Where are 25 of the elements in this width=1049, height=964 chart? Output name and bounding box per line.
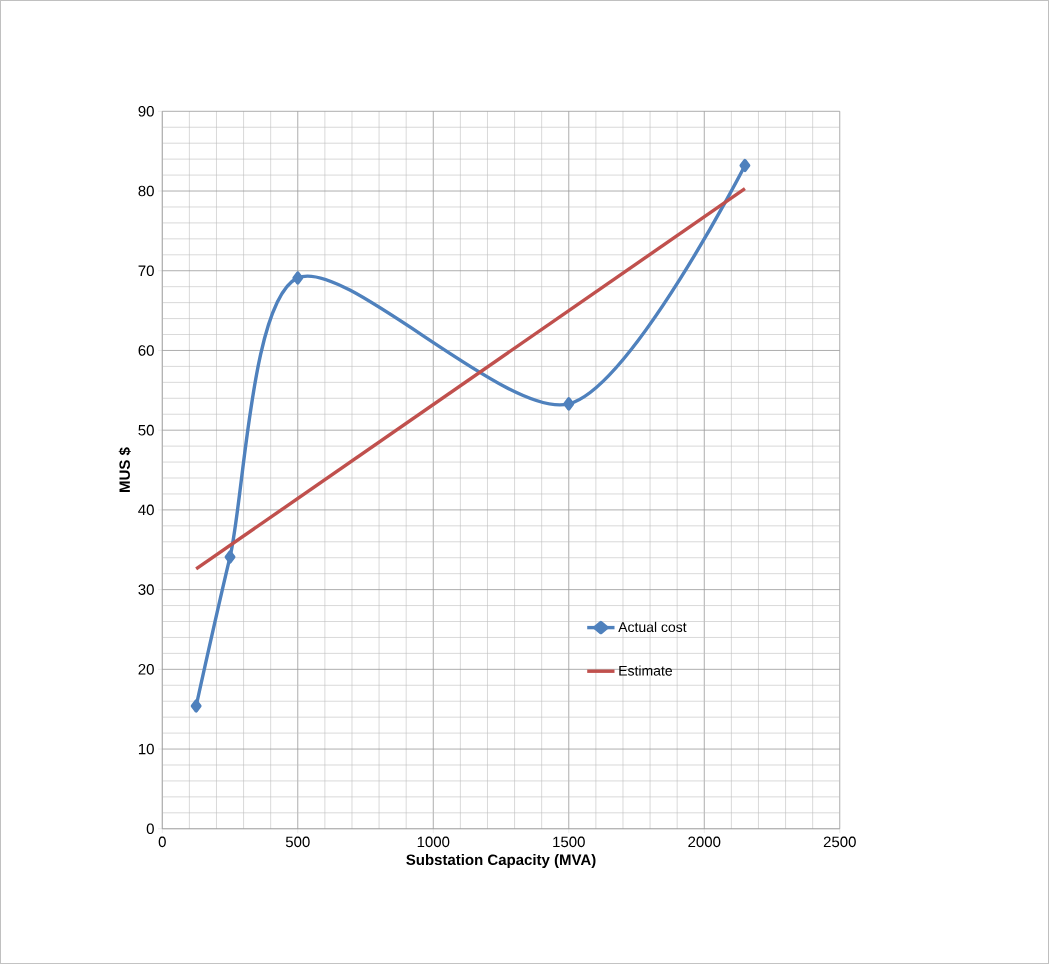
y-tick-label: 70 xyxy=(138,265,154,277)
x-tick-label: 500 xyxy=(285,836,310,848)
y-tick-label: 60 xyxy=(138,345,154,356)
y-tick-label: 50 xyxy=(138,424,154,436)
legend-label: Actual cost xyxy=(618,621,687,633)
x-tick-label: 1000 xyxy=(417,836,450,848)
point xyxy=(563,397,575,411)
x-tick-label: 2000 xyxy=(688,836,721,848)
point xyxy=(739,158,751,173)
y-tick-label: 0 xyxy=(146,823,154,835)
y-tick-label: 20 xyxy=(138,663,154,675)
y-tick-label: 30 xyxy=(138,584,154,595)
x-tick-label: 0 xyxy=(158,836,166,848)
x-axis-title: Substation Capacity (MVA) xyxy=(406,854,596,868)
y-tick-label: 90 xyxy=(138,105,154,117)
y-tick-label: 80 xyxy=(138,185,154,197)
point xyxy=(292,271,304,285)
point xyxy=(190,699,202,713)
y-tick-label: 40 xyxy=(138,504,154,516)
x-tick-label: 1500 xyxy=(553,836,585,848)
point xyxy=(224,550,236,564)
x-tick-label: 2500 xyxy=(823,836,856,848)
y-axis-title: MUS $ xyxy=(118,447,131,492)
y-tick-label: 10 xyxy=(138,743,154,755)
legend-label: Estimate xyxy=(619,665,673,676)
